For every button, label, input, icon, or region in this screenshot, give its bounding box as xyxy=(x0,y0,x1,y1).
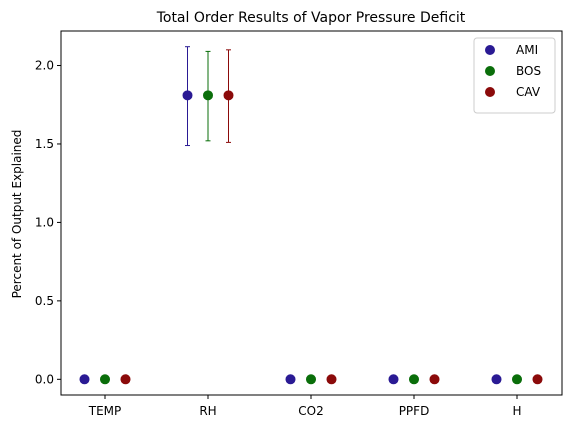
legend-marker-ami xyxy=(485,45,495,55)
data-point-bos xyxy=(100,374,110,385)
x-tick-label: PPFD xyxy=(399,404,430,418)
data-point-ami xyxy=(79,374,90,385)
y-tick-label: 1.0 xyxy=(35,215,54,229)
y-tick-label: 2.0 xyxy=(35,59,54,73)
data-point-bos xyxy=(306,374,316,385)
plot-area: 0.0 0.5 1.0 1.5 2.0 TEMP RH CO2 PPFD H xyxy=(35,46,543,418)
plot-frame xyxy=(60,30,563,396)
legend-marker-cav xyxy=(485,87,495,97)
y-tick-label: 0.0 xyxy=(35,372,54,386)
y-tick-label: 1.5 xyxy=(35,137,54,151)
data-point-ami xyxy=(491,374,502,385)
data-point-ami xyxy=(182,90,193,101)
x-tick-label: CO2 xyxy=(298,404,323,418)
data-point-cav xyxy=(429,374,440,385)
data-point-bos xyxy=(409,374,419,385)
y-axis-label: Percent of Output Explained xyxy=(10,130,24,299)
legend-label: AMI xyxy=(516,43,538,57)
x-tick-label: TEMP xyxy=(88,404,122,418)
data-point-bos xyxy=(203,90,213,101)
legend-label: CAV xyxy=(516,85,541,99)
x-tick-label: RH xyxy=(199,404,216,418)
x-tick-label: H xyxy=(512,404,521,418)
legend-label: BOS xyxy=(516,64,541,78)
legend: AMI BOS CAV xyxy=(473,37,556,114)
y-tick-label: 0.5 xyxy=(35,294,54,308)
legend-marker-bos xyxy=(485,66,495,76)
data-point-cav xyxy=(532,374,543,385)
data-point-cav xyxy=(326,374,337,385)
data-point-ami xyxy=(388,374,399,385)
chart-title: Total Order Results of Vapor Pressure De… xyxy=(156,10,466,26)
data-point-bos xyxy=(512,374,522,385)
data-point-cav xyxy=(120,374,131,385)
data-point-cav xyxy=(223,90,234,101)
data-point-ami xyxy=(285,374,296,385)
